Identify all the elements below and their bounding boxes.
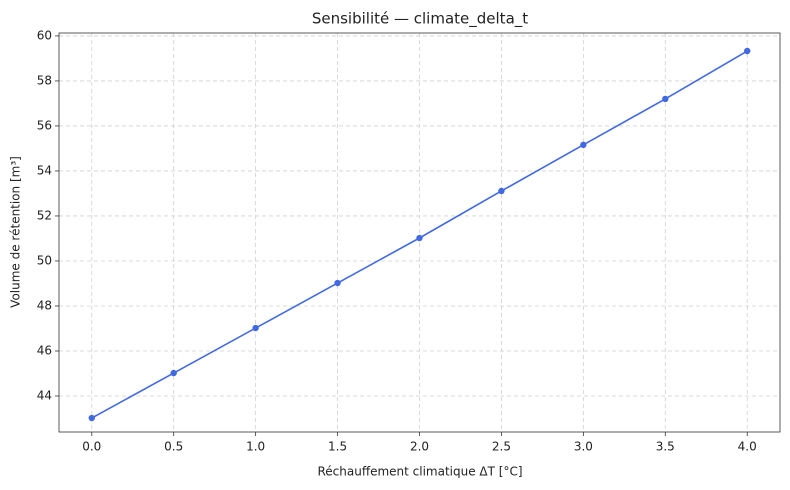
point (498, 187, 505, 195)
y-tick-label: 56 (37, 118, 52, 132)
x-tick-label: 1.5 (328, 440, 347, 454)
y-tick-label: 60 (37, 28, 52, 42)
x-tick-label: 3.5 (656, 440, 675, 454)
y-tick-label: 46 (37, 343, 52, 357)
y-tick-label: 54 (37, 163, 52, 177)
x-tick-label: 0.5 (164, 440, 183, 454)
x-tick-label: 2.0 (410, 440, 429, 454)
x-tick-label: 2.5 (492, 440, 511, 454)
y-tick-label: 52 (37, 208, 52, 222)
point (416, 234, 423, 242)
y-tick-label: 58 (37, 73, 52, 87)
chart-title: Sensibilité — climate_delta_t (312, 10, 528, 29)
point (744, 47, 751, 55)
x-axis-label: Réchauffement climatique ΔT [°C] (317, 465, 522, 479)
y-tick-label: 50 (37, 253, 52, 267)
point (88, 414, 95, 422)
x-tick-label: 0.0 (82, 440, 101, 454)
x-tick-label: 1.0 (246, 440, 265, 454)
x-tick-label: 3.0 (574, 440, 593, 454)
point (662, 95, 669, 103)
point (334, 279, 341, 287)
y-tick-label: 44 (37, 388, 52, 402)
y-tick-label: 48 (37, 298, 52, 312)
plot-frame (58, 32, 781, 433)
point (252, 324, 259, 332)
point (580, 141, 587, 149)
point (170, 369, 177, 377)
x-tick-label: 4.0 (738, 440, 757, 454)
y-axis-label: Volume de rétention [m³] (9, 156, 23, 308)
